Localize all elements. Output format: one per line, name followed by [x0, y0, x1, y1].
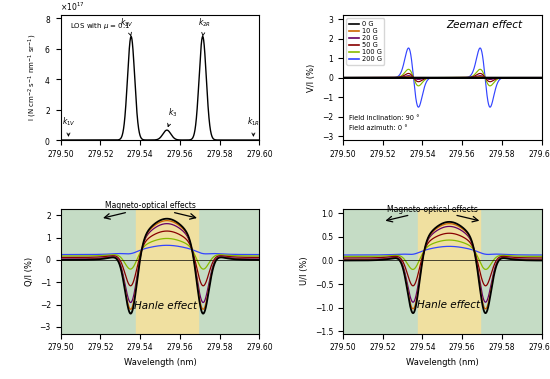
- Bar: [136, 209, 197, 334]
- Text: Field inclination: 90 °: Field inclination: 90 °: [349, 115, 419, 121]
- Text: Hanle effect: Hanle effect: [134, 301, 197, 311]
- Text: Hanle effect: Hanle effect: [417, 300, 480, 310]
- Y-axis label: I (N cm$^{-2}$ s$^{-1}$ nm$^{-1}$ sr$^{-1}$): I (N cm$^{-2}$ s$^{-1}$ nm$^{-1}$ sr$^{-…: [26, 34, 39, 121]
- Y-axis label: U/I (%): U/I (%): [300, 257, 309, 285]
- Bar: [419, 209, 480, 334]
- Text: $k_{2R}$: $k_{2R}$: [198, 17, 211, 36]
- Text: Magneto-optical effects: Magneto-optical effects: [104, 202, 195, 210]
- X-axis label: Wavelength (nm): Wavelength (nm): [406, 358, 478, 367]
- Text: LOS with $\mu$ = 0.1: LOS with $\mu$ = 0.1: [70, 21, 131, 31]
- Legend: 0 G, 10 G, 20 G, 50 G, 100 G, 200 G: 0 G, 10 G, 20 G, 50 G, 100 G, 200 G: [346, 19, 384, 65]
- Text: $k_3$: $k_3$: [168, 106, 178, 127]
- Y-axis label: Q/I (%): Q/I (%): [25, 257, 34, 286]
- Text: Zeeman effect: Zeeman effect: [446, 20, 522, 30]
- Text: Magneto-optical effects: Magneto-optical effects: [387, 205, 478, 214]
- Y-axis label: V/I (%): V/I (%): [307, 63, 316, 92]
- X-axis label: Wavelength (nm): Wavelength (nm): [124, 358, 196, 367]
- Text: $k_{2V}$: $k_{2V}$: [120, 17, 134, 36]
- Text: Field azimuth: 0 °: Field azimuth: 0 °: [349, 125, 408, 131]
- Text: $k_{1V}$: $k_{1V}$: [62, 116, 75, 136]
- Text: $k_{1R}$: $k_{1R}$: [247, 116, 260, 136]
